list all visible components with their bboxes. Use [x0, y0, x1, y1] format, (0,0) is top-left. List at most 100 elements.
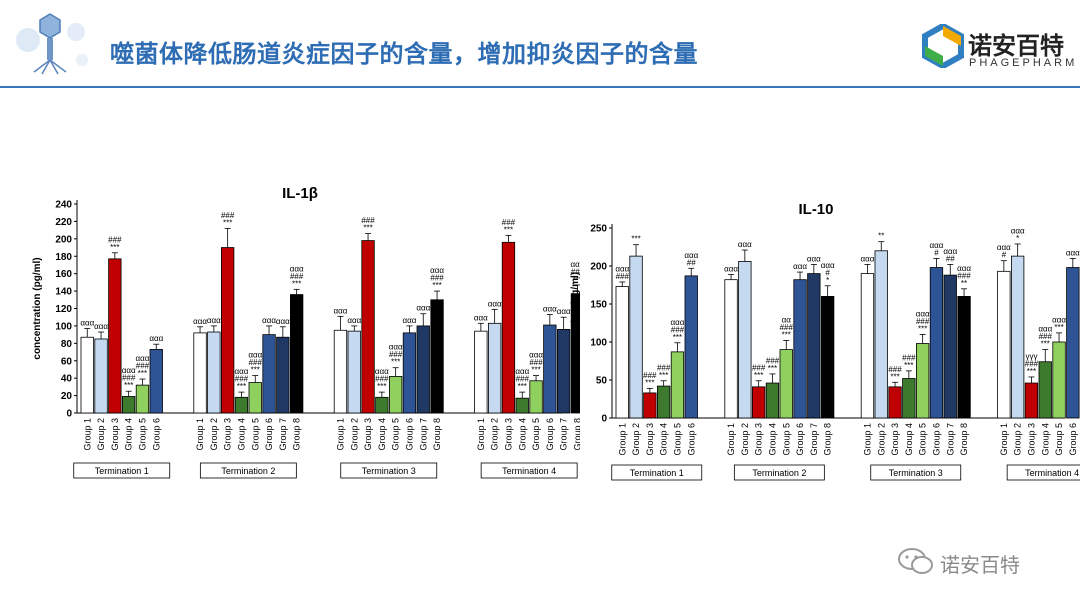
- group-label: Termination 2: [221, 466, 275, 476]
- brand-name-en: PHAGEPHARM: [969, 57, 1078, 69]
- significance-label: ααα: [615, 264, 629, 273]
- x-tick-label: Group 3: [890, 423, 900, 456]
- significance-label: ###: [529, 358, 543, 367]
- significance-label: ααα: [724, 264, 738, 273]
- significance-label: ααα: [207, 316, 221, 325]
- x-tick-label: Group 2: [209, 418, 219, 451]
- y-tick-label: 200: [55, 234, 72, 245]
- significance-label: ###: [643, 371, 657, 380]
- x-tick-label: Group 6: [404, 418, 414, 451]
- significance-label: ###: [136, 362, 150, 371]
- significance-label: ###: [916, 317, 930, 326]
- x-tick-label: Group 8: [959, 423, 969, 456]
- significance-label: ααα: [1052, 315, 1066, 324]
- bar: [1038, 361, 1052, 419]
- x-tick-label: Group 5: [781, 423, 791, 456]
- significance-label: ###: [888, 365, 902, 374]
- x-tick-label: Group 6: [151, 418, 161, 451]
- x-tick-label: Group 1: [82, 418, 92, 451]
- significance-label: ***: [363, 224, 372, 233]
- y-tick-label: 100: [55, 321, 72, 332]
- group-label-box: [611, 464, 703, 481]
- x-tick-label: Group 5: [1054, 423, 1064, 456]
- significance-label: ααα: [930, 241, 944, 250]
- significance-label: ###: [1039, 332, 1053, 341]
- y-axis-label: concentration (pg/ml): [570, 272, 581, 374]
- significance-label: ααα: [529, 351, 543, 360]
- significance-label: **: [878, 232, 884, 241]
- x-tick-label: Group 7: [809, 423, 819, 456]
- bar: [751, 386, 766, 419]
- significance-label: ###: [290, 272, 304, 281]
- bar: [430, 299, 444, 414]
- x-tick-label: Group 5: [391, 418, 401, 451]
- x-tick-label: Group 7: [945, 423, 955, 456]
- group-label: Termination 1: [630, 468, 684, 478]
- x-tick-label: Group 5: [531, 418, 541, 451]
- bar: [684, 275, 698, 419]
- significance-label: ###: [780, 323, 794, 332]
- brand-name-cn: 诺安百特: [968, 32, 1064, 60]
- group-label-box: [733, 464, 825, 481]
- group-label: Termination 3: [889, 468, 943, 478]
- bar: [1010, 255, 1025, 419]
- x-tick-label: Group 6: [931, 423, 941, 456]
- x-tick-label: Group 2: [631, 423, 641, 456]
- significance-label: ***: [377, 382, 386, 391]
- significance-label: ***: [573, 275, 580, 284]
- x-tick-label: Group 1: [999, 423, 1009, 456]
- bar: [402, 332, 417, 414]
- bar: [888, 386, 902, 419]
- significance-label: ***: [391, 358, 400, 367]
- x-tick-label: Group 4: [904, 423, 914, 456]
- x-tick-label: Group 5: [250, 418, 260, 451]
- il10-chart: IL-10 concentration (pg/ml) 0 50 100 150 200 25…: [570, 201, 1080, 481]
- bar: [765, 382, 780, 419]
- y-tick-label: 250: [590, 224, 607, 235]
- x-tick-label: Group 1: [726, 423, 736, 456]
- y-tick-label: 200: [590, 262, 607, 273]
- significance-label: ααα: [334, 306, 348, 315]
- significance-label: ααα: [416, 304, 430, 313]
- significance-label: ###: [671, 325, 685, 334]
- significance-label: ***: [645, 378, 654, 387]
- significance-label: ###: [616, 272, 630, 281]
- group-label-box: [73, 462, 171, 479]
- bar: [902, 378, 916, 419]
- x-tick-label: Group 4: [517, 418, 527, 451]
- x-tick-label: Group 2: [349, 418, 359, 451]
- significance-label: ###: [430, 274, 444, 283]
- x-tick-label: Group 7: [418, 418, 428, 451]
- significance-label: ***: [237, 382, 246, 391]
- significance-label: ###: [375, 375, 389, 384]
- significance-label: ααα: [347, 316, 361, 325]
- significance-label: ###: [361, 216, 375, 225]
- bar: [1024, 382, 1039, 419]
- group-label: Termination 4: [1025, 468, 1079, 478]
- significance-label: ***: [918, 324, 927, 333]
- bar: [997, 270, 1011, 419]
- x-tick-label: Group 3: [363, 418, 373, 451]
- bar: [615, 286, 629, 419]
- x-tick-label: Group 1: [195, 418, 205, 451]
- bar: [135, 384, 150, 414]
- significance-label: *: [1016, 234, 1019, 243]
- significance-label: ααα: [403, 316, 417, 325]
- significance-label: ***: [1027, 367, 1036, 376]
- bar: [289, 294, 304, 414]
- x-tick-label: Group 3: [503, 418, 513, 451]
- bar: [657, 385, 671, 419]
- significance-label: ααα: [515, 367, 529, 376]
- group-label: Termination 4: [502, 466, 556, 476]
- bar: [207, 331, 221, 414]
- x-tick-label: Group 2: [740, 423, 750, 456]
- bar: [670, 351, 685, 419]
- significance-label: ααα: [94, 322, 108, 331]
- y-tick-label: 140: [55, 287, 72, 298]
- y-tick-label: 40: [61, 374, 73, 385]
- x-tick-label: Group 3: [1026, 423, 1036, 456]
- x-tick-label: Group 4: [767, 423, 777, 456]
- bar: [1066, 267, 1080, 419]
- significance-label: ###: [389, 350, 403, 359]
- significance-label: ***: [292, 279, 301, 288]
